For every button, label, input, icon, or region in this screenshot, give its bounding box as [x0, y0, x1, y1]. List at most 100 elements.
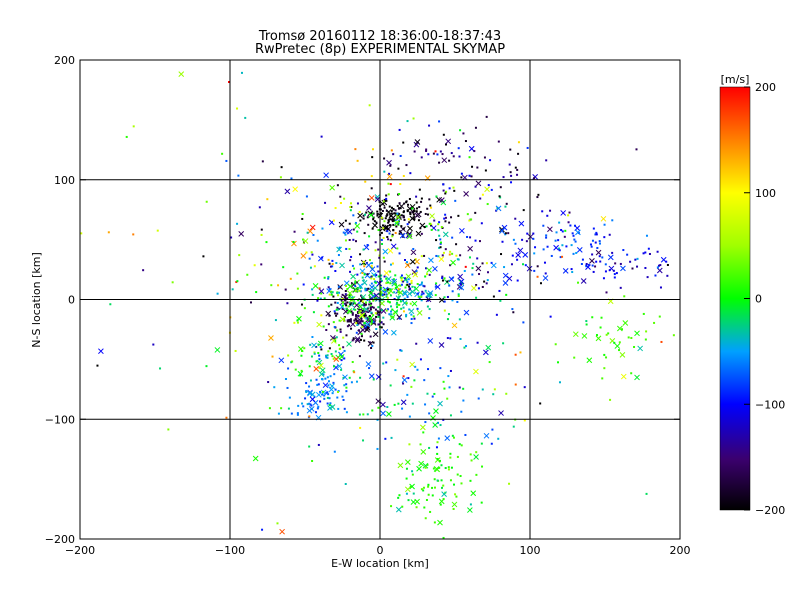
data-point-dot: [365, 288, 368, 291]
data-point-dot: [225, 159, 228, 162]
data-point-dot: [374, 296, 377, 299]
data-point-dot: [323, 276, 326, 279]
data-point-dot: [402, 216, 405, 219]
data-point-dot: [316, 299, 319, 302]
data-point-dot: [310, 355, 313, 358]
data-point-dot: [399, 217, 402, 220]
data-point-dot: [534, 246, 537, 249]
data-point-dot: [369, 304, 372, 307]
data-point-x: [499, 226, 505, 233]
data-point-dot: [341, 297, 344, 300]
data-point-dot: [344, 293, 347, 296]
data-point-dot: [291, 360, 294, 363]
data-point-x: [368, 212, 374, 219]
data-point-dot: [474, 239, 477, 242]
data-point-dot: [270, 284, 273, 287]
data-point-dot: [415, 195, 418, 198]
colorbar-tick-label: −200: [755, 504, 785, 517]
data-point-dot: [320, 135, 323, 138]
data-point-dot: [386, 405, 389, 408]
data-point-dot: [341, 301, 344, 304]
data-point-x: [451, 322, 458, 329]
data-point-x: [515, 252, 521, 258]
data-point-x: [411, 300, 418, 307]
data-point-dot: [427, 493, 430, 496]
data-point-dot: [418, 188, 421, 191]
data-point-dot: [377, 270, 380, 273]
data-point-x: [309, 396, 316, 403]
data-point-dot: [618, 341, 621, 344]
data-point-dot: [444, 220, 447, 223]
data-point-dot: [489, 159, 492, 162]
data-point-dot: [359, 376, 362, 379]
data-point-dot: [428, 198, 431, 201]
data-point-dot: [338, 246, 341, 249]
data-point-dot: [585, 265, 588, 268]
data-point-dot: [413, 218, 416, 221]
data-point-dot: [216, 292, 219, 295]
data-point-dot: [379, 208, 382, 211]
data-point-dot: [349, 270, 352, 273]
data-point-dot: [623, 295, 626, 298]
data-point-dot: [420, 283, 423, 286]
data-point-dot: [428, 317, 431, 320]
data-point-x: [279, 528, 285, 535]
data-point-dot: [328, 314, 331, 317]
data-point-dot: [410, 322, 413, 325]
data-point-dot: [424, 212, 427, 215]
data-point-x: [391, 278, 398, 285]
data-point-dot: [372, 314, 375, 317]
data-point-dot: [398, 128, 401, 131]
data-point-dot: [391, 235, 394, 238]
data-point-x: [352, 286, 359, 293]
data-point-dot: [339, 330, 342, 333]
data-point-dot: [315, 360, 318, 363]
data-point-x: [298, 346, 304, 352]
data-point-dot: [439, 246, 442, 249]
data-point-dot: [542, 224, 545, 227]
data-point-x: [409, 258, 416, 265]
data-point-dot: [424, 275, 427, 278]
data-point-dot: [343, 318, 346, 321]
data-point-x: [517, 247, 524, 254]
data-point-dot: [441, 153, 444, 156]
data-point-dot: [361, 320, 364, 323]
data-point-dot: [240, 71, 243, 74]
data-point-dot: [619, 286, 622, 289]
data-point-x: [382, 328, 389, 335]
data-point-x: [607, 254, 614, 261]
data-point-dot: [356, 310, 359, 313]
data-point-dot: [516, 279, 519, 282]
data-point-dot: [485, 262, 488, 265]
data-point-dot: [447, 375, 450, 378]
data-point-dot: [337, 254, 340, 257]
data-point-dot: [410, 282, 413, 285]
data-point-dot: [541, 210, 544, 213]
data-point-dot: [419, 358, 422, 361]
data-point-dot: [505, 293, 508, 296]
data-point-dot: [355, 322, 358, 325]
data-point-x: [386, 173, 393, 180]
data-point-dot: [296, 319, 299, 322]
data-point-dot: [454, 493, 457, 496]
data-point-dot: [316, 383, 319, 386]
data-point-dot: [413, 379, 416, 382]
data-point-dot: [345, 411, 348, 414]
data-point-dot: [384, 437, 387, 440]
data-point-dot: [425, 225, 428, 228]
data-point-x: [339, 262, 345, 269]
data-point-dot: [427, 483, 430, 486]
data-point-dot: [475, 473, 478, 476]
data-point-dot: [601, 377, 604, 380]
data-point-dot: [328, 262, 331, 265]
data-point-dot: [318, 287, 321, 290]
data-point-dot: [410, 317, 413, 320]
data-point-dot: [414, 258, 417, 261]
data-point-x: [346, 341, 352, 347]
data-point-dot: [345, 334, 348, 337]
data-point-dot: [274, 319, 277, 322]
data-point-dot: [448, 221, 451, 224]
data-point-dot: [387, 193, 390, 196]
data-point-dot: [342, 231, 345, 234]
data-point-dot: [492, 393, 495, 396]
